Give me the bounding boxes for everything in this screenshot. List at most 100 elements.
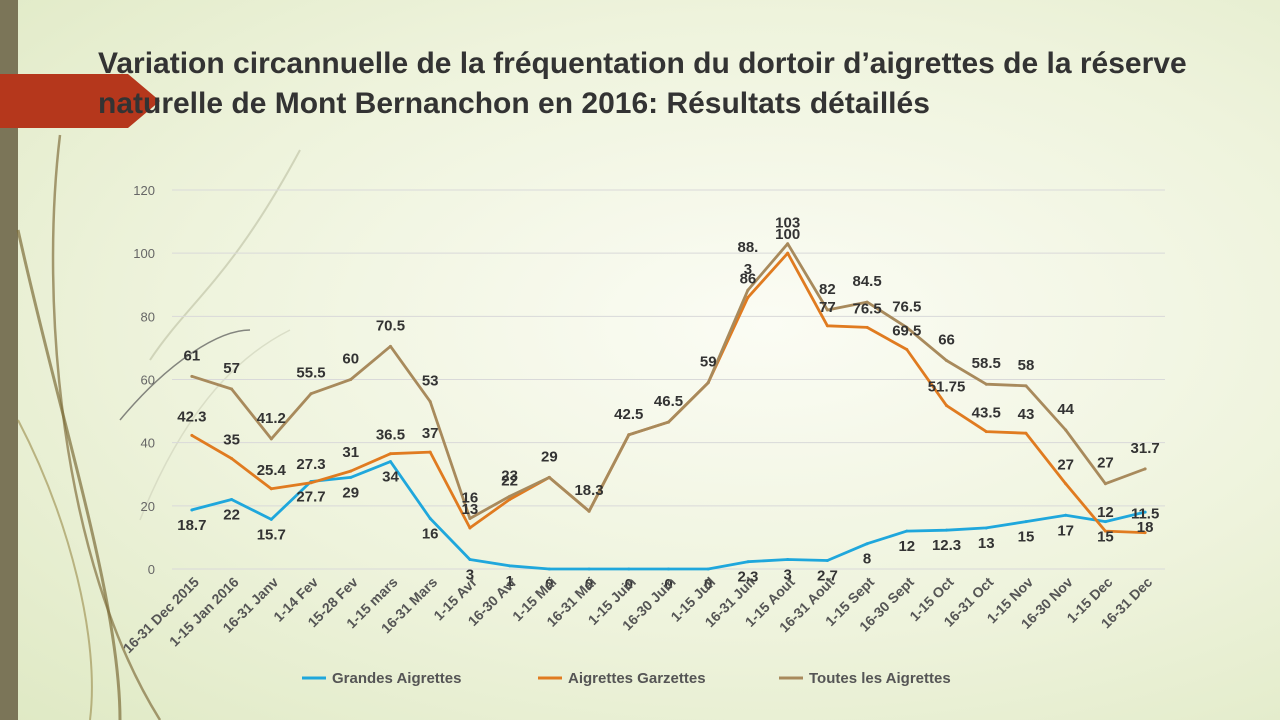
data-point xyxy=(746,288,750,292)
data-point xyxy=(984,430,988,434)
data-label: 22 xyxy=(501,473,518,490)
data-label: 18.3 xyxy=(574,482,603,499)
data-label: 58 xyxy=(1018,357,1035,374)
data-label: 43 xyxy=(1018,406,1035,423)
slide-title: Variation circannuelle de la fréquentati… xyxy=(98,47,1187,120)
data-point xyxy=(230,456,234,460)
data-point xyxy=(349,378,353,381)
data-point xyxy=(865,542,869,546)
data-label: 29 xyxy=(342,484,359,501)
legend-entry: Aigrettes Garzettes xyxy=(538,670,706,687)
data-point xyxy=(746,295,750,299)
decorative-swooshes xyxy=(16,134,301,720)
data-label: 61 xyxy=(184,347,201,364)
data-point xyxy=(388,344,392,348)
data-label: 16 xyxy=(462,489,479,506)
data-label: 12.3 xyxy=(932,537,961,554)
data-point xyxy=(547,567,551,571)
data-label: 27.3 xyxy=(296,456,325,473)
data-label: 17 xyxy=(1057,522,1074,539)
data-label: 23 xyxy=(501,467,518,484)
data-label: 11.5 xyxy=(1131,506,1159,523)
data-label: 103 xyxy=(775,215,800,232)
data-point xyxy=(309,392,313,396)
data-point xyxy=(1024,431,1028,435)
legend-label: Aigrettes Garzettes xyxy=(568,670,706,687)
data-point xyxy=(428,516,432,520)
data-point xyxy=(1103,482,1107,486)
data-point xyxy=(706,381,710,385)
data-label: 60 xyxy=(342,351,359,368)
data-label: 76.5 xyxy=(892,298,921,315)
data-label: 55.5 xyxy=(296,365,325,382)
data-label: 3 xyxy=(466,567,474,584)
data-label: 0 xyxy=(585,576,593,593)
data-label: 35 xyxy=(223,431,240,448)
data-point xyxy=(786,558,790,562)
data-point xyxy=(508,498,512,502)
y-tick-label: 80 xyxy=(141,309,155,324)
data-point xyxy=(349,469,353,473)
data-point xyxy=(825,324,829,328)
data-point xyxy=(984,526,988,530)
data-point xyxy=(1103,529,1107,533)
data-label: 18.7 xyxy=(177,517,206,534)
data-point xyxy=(706,567,710,571)
data-point xyxy=(905,529,909,533)
data-point xyxy=(508,494,512,498)
legend-entry: Toutes les Aigrettes xyxy=(779,670,951,687)
data-label: 12 xyxy=(898,538,915,555)
data-point xyxy=(945,359,949,363)
data-label: 2.7 xyxy=(817,567,838,584)
data-point xyxy=(230,498,234,502)
series-line xyxy=(191,460,1146,571)
data-label: 8 xyxy=(863,551,871,568)
data-point xyxy=(468,558,472,562)
data-point xyxy=(468,526,472,530)
data-label: 82 xyxy=(819,281,836,298)
data-label: 1 xyxy=(505,573,513,590)
data-label: 59 xyxy=(700,354,717,371)
data-point xyxy=(190,508,194,512)
chart-legend: Grandes Aigrettes Aigrettes Garzettes Tout… xyxy=(302,670,951,687)
data-point xyxy=(865,325,869,329)
title-arrow-shape xyxy=(0,74,160,128)
data-label: 18 xyxy=(1137,519,1154,536)
data-point xyxy=(190,374,194,378)
data-point xyxy=(865,300,869,304)
data-point xyxy=(667,420,670,424)
data-point xyxy=(1103,520,1107,524)
data-label: 42.3 xyxy=(177,408,206,425)
data-point xyxy=(945,404,949,408)
data-point xyxy=(1143,531,1147,535)
data-label: 31 xyxy=(342,444,359,461)
data-label: 66 xyxy=(938,332,955,349)
data-label: 12 xyxy=(1097,504,1114,521)
data-point xyxy=(230,387,234,391)
data-label: 100 xyxy=(775,226,800,243)
data-point xyxy=(587,509,591,513)
data-label: 88. 3 xyxy=(738,239,759,278)
data-point xyxy=(905,347,909,351)
data-point xyxy=(1143,467,1147,471)
data-point xyxy=(667,567,670,571)
data-point xyxy=(587,567,591,571)
data-label: 76.5 xyxy=(852,300,881,317)
data-label: 22 xyxy=(223,507,240,524)
data-point xyxy=(825,308,829,312)
y-tick-label: 0 xyxy=(148,562,155,577)
data-point xyxy=(627,433,631,437)
series-lines xyxy=(190,242,1147,571)
data-point xyxy=(1143,510,1147,514)
legend-entry: Grandes Aigrettes xyxy=(302,670,462,687)
data-point xyxy=(627,567,631,571)
data-label: 51.75 xyxy=(928,379,966,396)
y-tick-label: 40 xyxy=(141,436,155,451)
legend-label: Toutes les Aigrettes xyxy=(809,670,951,687)
data-label: 31.7 xyxy=(1131,440,1160,457)
data-point xyxy=(388,452,392,456)
data-point xyxy=(905,325,909,329)
